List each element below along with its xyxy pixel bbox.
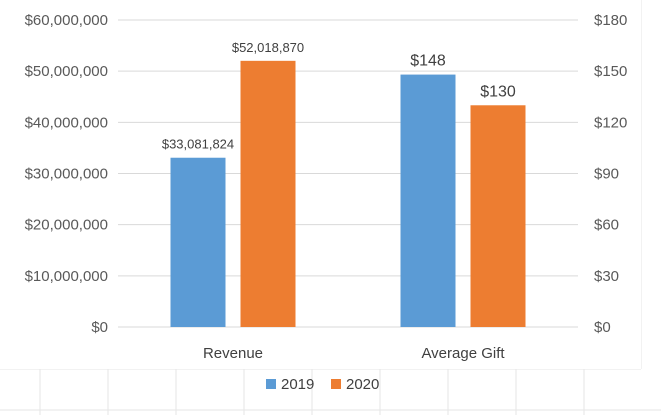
bar-2019-average-gift[interactable] xyxy=(400,74,456,327)
left-axis-tick-label: $40,000,000 xyxy=(25,114,108,131)
data-label: $130 xyxy=(480,83,516,100)
left-axis-tick-label: $10,000,000 xyxy=(25,268,108,285)
left-axis-tick-label: $30,000,000 xyxy=(25,166,108,183)
right-axis-tick-label: $60 xyxy=(594,217,619,234)
left-axis-tick-label: $20,000,000 xyxy=(25,217,108,234)
data-label: $148 xyxy=(410,53,446,70)
legend-label-2019: 2019 xyxy=(281,376,314,393)
left-axis-tick-label: $50,000,000 xyxy=(25,63,108,80)
legend-swatch-2020 xyxy=(331,379,341,389)
left-axis-tick-label: $60,000,000 xyxy=(25,12,108,29)
legend-label-2020: 2020 xyxy=(346,376,379,393)
bar-2019-revenue[interactable] xyxy=(170,157,226,327)
left-axis: $0 $10,000,000 $20,000,000 $30,000,000 $40,0… xyxy=(25,12,108,336)
category-label: Revenue xyxy=(203,345,263,362)
right-axis-tick-label: $0 xyxy=(594,319,611,336)
right-axis-tick-label: $30 xyxy=(594,268,619,285)
bar-2020-average-gift[interactable] xyxy=(470,105,526,328)
legend-swatch-2019 xyxy=(266,379,276,389)
chart-area[interactable] xyxy=(0,0,641,369)
right-axis-tick-label: $180 xyxy=(594,12,627,29)
data-label: $33,081,824 xyxy=(162,137,234,152)
right-axis-tick-label: $120 xyxy=(594,114,627,131)
right-axis-tick-label: $90 xyxy=(594,166,619,183)
data-labels: $33,081,824 $52,018,870 $148 $130 xyxy=(162,40,516,152)
bar-2020-revenue[interactable] xyxy=(240,60,296,327)
data-label: $52,018,870 xyxy=(232,40,304,55)
right-axis-tick-label: $150 xyxy=(594,63,627,80)
category-axis: Revenue Average Gift xyxy=(203,345,505,362)
bars xyxy=(170,60,526,328)
right-axis: $0 $30 $60 $90 $120 $150 $180 xyxy=(594,12,627,336)
left-axis-tick-label: $0 xyxy=(91,319,108,336)
category-label: Average Gift xyxy=(421,345,505,362)
legend: 2019 2020 xyxy=(266,376,379,393)
